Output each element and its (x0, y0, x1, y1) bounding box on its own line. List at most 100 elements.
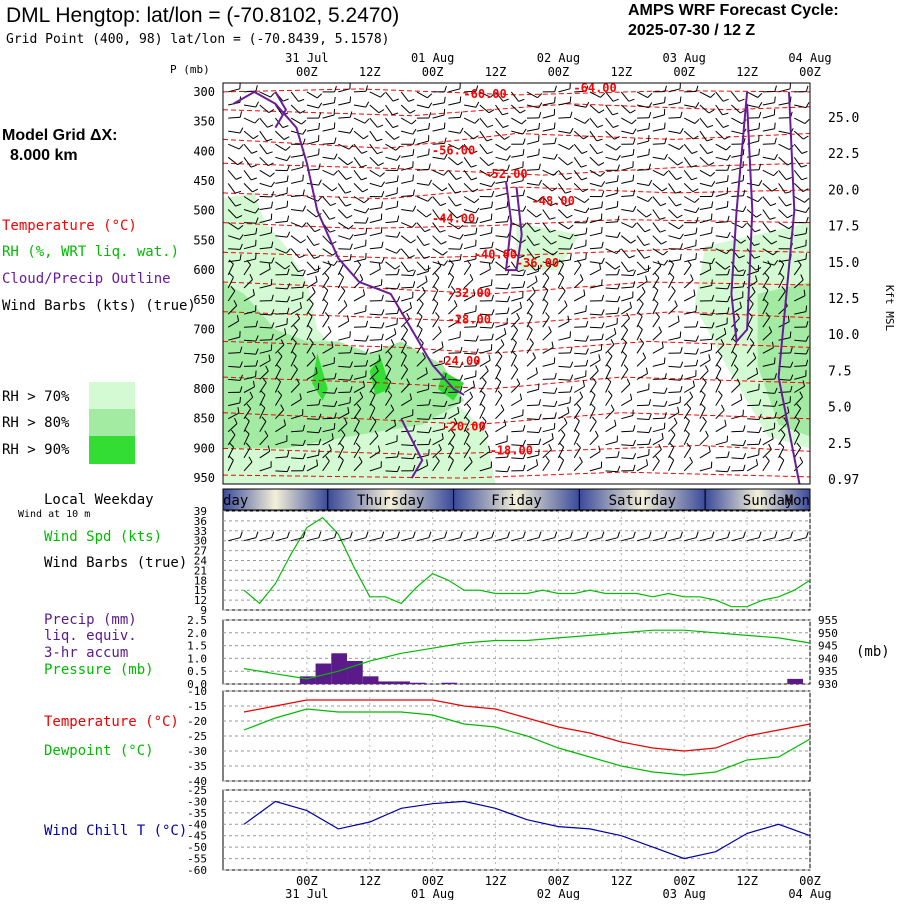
wind-barb (511, 275, 523, 276)
wind-barb (244, 327, 256, 328)
wind-barb (621, 384, 630, 392)
wind-barb (684, 197, 694, 203)
wind-barb-flag (514, 365, 518, 370)
wind-barb-flag (570, 112, 572, 118)
wind-barb (669, 379, 681, 380)
wind-barb-flag (539, 399, 541, 405)
wind-barb-flag (711, 93, 715, 97)
wind-barb-flag (382, 258, 385, 263)
wind-barb-flag (489, 163, 494, 166)
wind-barb-flag (397, 283, 399, 289)
wind-barb (448, 236, 460, 240)
wind-barb-flag (640, 339, 644, 344)
wind-barb-flag (397, 216, 398, 222)
kft-tick: 15.0 (828, 256, 859, 271)
wind-barb-flag (550, 218, 556, 220)
wind-barb (779, 131, 791, 134)
wind-barb-flag (489, 263, 490, 269)
wind-barb (621, 155, 633, 157)
wind-barb-flag (718, 391, 722, 396)
wind-barb (228, 144, 239, 149)
wind-barb-flag (377, 125, 383, 127)
wind-barb (511, 431, 523, 432)
hour-label-bottom: 00Z (548, 874, 570, 888)
wind-barb-flag (696, 208, 699, 213)
wind-barb (527, 129, 539, 131)
temp-contour-label: -36.00 (516, 256, 559, 270)
wind-barb (543, 348, 554, 354)
wind-barb-flag (728, 466, 730, 472)
wind-barb-flag (348, 162, 353, 165)
wind-barb-flag (239, 145, 243, 150)
wind-barb-flag (759, 123, 760, 129)
wind-barb (323, 379, 335, 380)
wind-barb (747, 432, 759, 433)
wind-barb (275, 131, 284, 139)
wind-barb (637, 419, 649, 420)
wind-barb (496, 471, 508, 472)
wind-barb (511, 415, 523, 418)
wind-barb (700, 350, 712, 353)
wind-barb (401, 287, 413, 288)
wind-barb-flag (460, 254, 461, 260)
wind-barb-flag (505, 328, 506, 334)
precip-panel-tick: 0.5 (187, 665, 207, 678)
wind-barb-flag (696, 217, 698, 223)
wind-barb (621, 298, 633, 302)
wind-barb (260, 118, 268, 127)
wind-barb (779, 170, 787, 179)
wind-barb (543, 429, 555, 432)
wind-barb-flag (532, 287, 535, 292)
wind-barb-flag (728, 451, 730, 457)
wind-barb-flag (645, 230, 651, 232)
wind-barb-flag (504, 137, 509, 140)
wind-barb-flag (618, 165, 620, 171)
wind-barb (511, 400, 521, 406)
wind-barb-flag (530, 339, 534, 344)
wind-barb-flag (303, 129, 306, 134)
wind-barb-flag (413, 149, 414, 155)
wind-barb-flag (539, 427, 541, 433)
wind-barb (558, 131, 570, 133)
wind-barb-flag (429, 449, 430, 455)
wind-barb-flag (774, 171, 778, 175)
hour-label-bottom: 00Z (422, 874, 444, 888)
wind-barb-flag (690, 392, 693, 397)
wind-barb-flag (328, 326, 331, 331)
temperature-panel-tick: -35 (187, 760, 207, 773)
wind-barb (496, 301, 508, 302)
wind-barb (669, 223, 679, 229)
wind-barb-flag (381, 93, 385, 97)
wind-barb-flag (487, 152, 493, 154)
wind-barb-flag (649, 399, 651, 405)
wind-barb-flag (536, 214, 541, 217)
wind-barb-flag (647, 459, 648, 465)
wind-barb-flag (602, 181, 605, 186)
wind-barb (731, 92, 739, 101)
wind-barb-flag (656, 456, 660, 461)
wind-barb (590, 340, 602, 341)
wind-barb (763, 103, 775, 105)
wind-barb-flag (413, 270, 415, 276)
wind-barb (401, 445, 413, 446)
wind-barb-flag (806, 86, 808, 92)
wind-barb-flag (347, 215, 352, 218)
wind-barb-flag (723, 113, 729, 115)
wind-barb (637, 129, 649, 131)
wind-barb (307, 282, 317, 288)
wind-barb (763, 418, 775, 419)
wind-barb-flag (503, 126, 509, 128)
wind-barb-flag (707, 125, 713, 127)
wind-barb-flag (646, 368, 647, 374)
wind-barb (496, 313, 508, 314)
wind-barb (621, 445, 633, 446)
wind-barb (496, 144, 506, 150)
wind-barb-flag (701, 404, 705, 408)
wind-barb (433, 129, 445, 132)
wind-barb (275, 207, 287, 210)
wind-barb (543, 129, 555, 132)
wind-barb (386, 249, 397, 254)
wind-barb (621, 431, 633, 432)
wind-barb (496, 395, 502, 405)
wind-barb (731, 181, 743, 184)
